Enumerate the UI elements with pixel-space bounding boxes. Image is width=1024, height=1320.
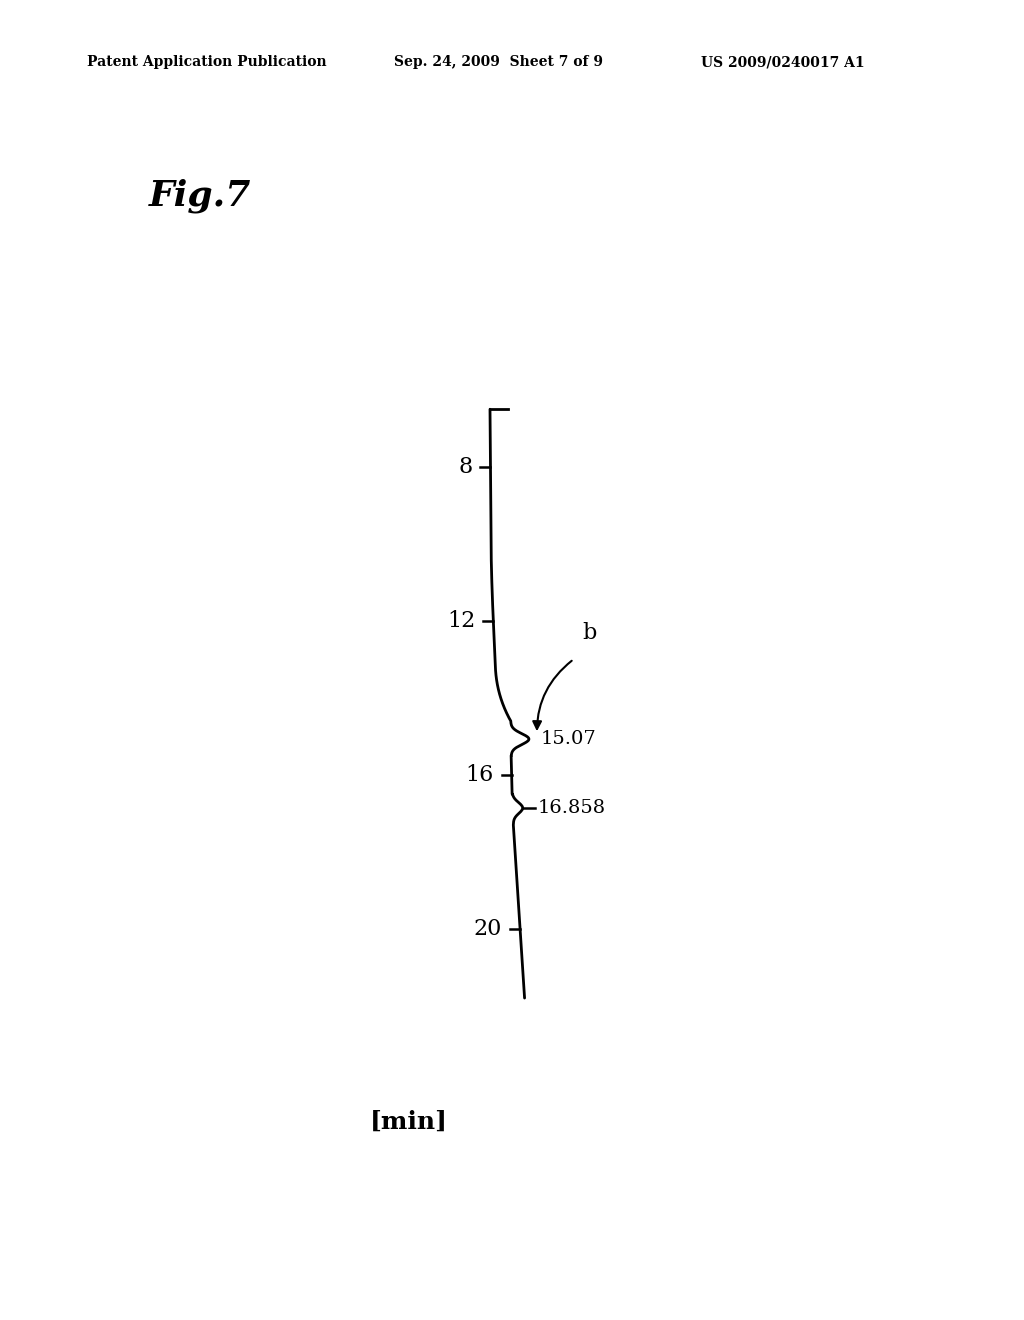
Text: b: b xyxy=(582,622,596,644)
Text: 15.07: 15.07 xyxy=(541,730,597,748)
Text: US 2009/0240017 A1: US 2009/0240017 A1 xyxy=(701,55,865,70)
Text: Fig.7: Fig.7 xyxy=(148,178,251,213)
Text: Sep. 24, 2009  Sheet 7 of 9: Sep. 24, 2009 Sheet 7 of 9 xyxy=(394,55,603,70)
Text: 16: 16 xyxy=(465,764,494,785)
Text: 16.858: 16.858 xyxy=(538,799,606,817)
Text: [min]: [min] xyxy=(370,1110,449,1134)
Text: 8: 8 xyxy=(458,455,472,478)
Text: 12: 12 xyxy=(447,610,475,632)
Text: 20: 20 xyxy=(474,917,502,940)
Text: Patent Application Publication: Patent Application Publication xyxy=(87,55,327,70)
